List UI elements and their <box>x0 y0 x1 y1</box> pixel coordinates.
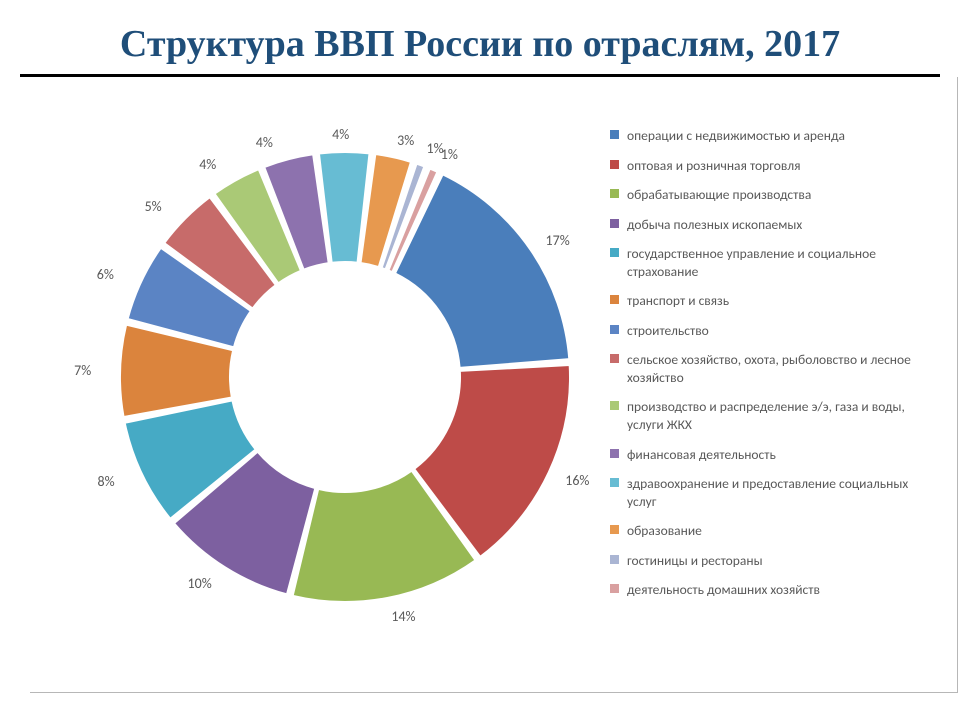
data-label: 6% <box>97 266 114 283</box>
legend-swatch <box>610 584 619 593</box>
legend-label: сельское хозяйство, охота, рыболовство и… <box>627 351 937 386</box>
legend: операции с недвижимостью и аренда оптовая… <box>610 127 950 611</box>
legend-swatch <box>610 354 619 363</box>
legend-swatch <box>610 248 619 257</box>
legend-item: гостиницы и рестораны <box>610 552 950 570</box>
legend-label: оптовая и розничная торговля <box>627 157 801 175</box>
legend-item: сельское хозяйство, охота, рыболовство и… <box>610 351 950 386</box>
legend-item: оптовая и розничная торговля <box>610 157 950 175</box>
legend-swatch <box>610 325 619 334</box>
data-label: 14% <box>391 608 415 625</box>
legend-swatch <box>610 478 619 487</box>
legend-item: финансовая деятельность <box>610 446 950 464</box>
legend-label: производство и распределение э/э, газа и… <box>627 398 937 433</box>
legend-swatch <box>610 525 619 534</box>
legend-label: деятельность домашних хозяйств <box>627 581 820 599</box>
data-label: 1% <box>441 146 458 163</box>
legend-label: строительство <box>627 322 709 340</box>
data-label: 5% <box>145 198 162 215</box>
legend-label: добыча полезных ископаемых <box>627 216 802 234</box>
legend-item: добыча полезных ископаемых <box>610 216 950 234</box>
legend-item: деятельность домашних хозяйств <box>610 581 950 599</box>
legend-label: транспорт и связь <box>627 292 729 310</box>
legend-label: гостиницы и рестораны <box>627 552 763 570</box>
data-label: 3% <box>397 132 414 149</box>
data-label: 8% <box>97 473 114 490</box>
legend-label: операции с недвижимостью и аренда <box>627 127 845 145</box>
legend-item: строительство <box>610 322 950 340</box>
chart-title: Структура ВВП России по отраслям, 2017 <box>0 0 960 74</box>
legend-swatch <box>610 401 619 410</box>
legend-swatch <box>610 189 619 198</box>
chart-area: 17%16%14%10%8%7%6%5%4%4%4%3%1%1% операци… <box>0 77 960 697</box>
legend-label: финансовая деятельность <box>627 446 776 464</box>
data-label: 17% <box>546 232 570 249</box>
legend-item: производство и распределение э/э, газа и… <box>610 398 950 433</box>
data-label: 4% <box>199 156 216 173</box>
legend-swatch <box>610 130 619 139</box>
legend-swatch <box>610 449 619 458</box>
legend-swatch <box>610 295 619 304</box>
legend-item: транспорт и связь <box>610 292 950 310</box>
legend-item: обрабатывающие производства <box>610 186 950 204</box>
data-label: 4% <box>256 134 273 151</box>
legend-item: государственное управление и социальное … <box>610 245 950 280</box>
data-label: 7% <box>74 362 91 379</box>
data-label: 16% <box>565 472 589 489</box>
legend-swatch <box>610 555 619 564</box>
legend-label: образование <box>627 522 702 540</box>
legend-label: государственное управление и социальное … <box>627 245 937 280</box>
frame-right <box>957 77 958 693</box>
legend-swatch <box>610 160 619 169</box>
frame-bottom <box>30 692 958 693</box>
data-label: 4% <box>332 126 349 143</box>
data-label: 10% <box>188 575 212 592</box>
legend-swatch <box>610 219 619 228</box>
legend-label: обрабатывающие производства <box>627 186 811 204</box>
legend-label: здравоохранение и предоставление социаль… <box>627 475 937 510</box>
legend-item: здравоохранение и предоставление социаль… <box>610 475 950 510</box>
legend-item: операции с недвижимостью и аренда <box>610 127 950 145</box>
donut-chart <box>120 137 570 607</box>
legend-item: образование <box>610 522 950 540</box>
